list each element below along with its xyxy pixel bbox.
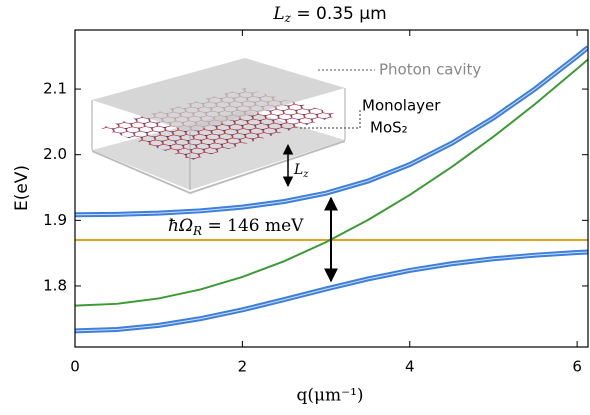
- y-axis-label: E(eV): [12, 165, 32, 211]
- axes-frame: [74, 29, 589, 348]
- inset-illustration: Photon cavity Monolayer MoS₂ Lz: [91, 58, 481, 194]
- line-highlight: [75, 47, 588, 216]
- lz-sub: z: [302, 169, 309, 180]
- rabi-main: ħΩ: [168, 216, 193, 236]
- series-line: [75, 58, 588, 307]
- x-tick-label: 6: [572, 358, 582, 376]
- rabi-sub: R: [192, 224, 202, 238]
- y-tick-label: 2.0: [43, 145, 67, 163]
- line-highlight: [75, 251, 588, 332]
- series-group: [75, 45, 588, 334]
- lz-label: Lz: [293, 162, 309, 180]
- chart-title: Lz = 0.35 μm: [272, 4, 386, 25]
- title-var: L: [272, 4, 284, 24]
- x-axis-label: q(μm⁻¹): [296, 386, 363, 406]
- x-tick-label: 4: [405, 358, 415, 376]
- mos2-label: MoS₂: [370, 119, 408, 137]
- title-sub: z: [284, 11, 292, 25]
- title-rest: = 0.35 μm: [291, 4, 387, 24]
- y-tick-label: 1.9: [43, 211, 67, 229]
- lz-var: L: [293, 162, 303, 178]
- x-tick-label: 2: [238, 358, 248, 376]
- cavity-top: [92, 58, 345, 132]
- x-tick-label: 0: [70, 358, 80, 376]
- y-tick-label: 1.8: [43, 276, 67, 294]
- rabi-label: ħΩR = 146 meV: [168, 216, 304, 238]
- plot-area: 0 2 4 6 1.8 1.9 2.0 2.1: [43, 29, 589, 376]
- cavity-bottom-edge: [92, 140, 345, 194]
- photon-cavity-label: Photon cavity: [379, 61, 481, 79]
- monolayer-label: Monolayer: [362, 97, 441, 115]
- rabi-rest: = 146 meV: [202, 216, 304, 236]
- y-tick-label: 2.1: [43, 80, 67, 98]
